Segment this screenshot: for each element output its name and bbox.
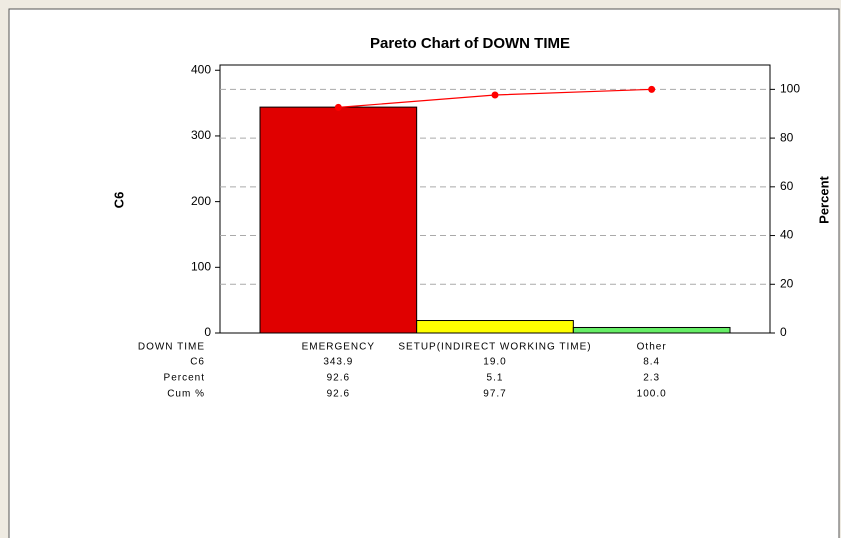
bar [572, 326, 731, 334]
y2-tick-label: 100 [780, 82, 800, 96]
table-row-label: Cum % [167, 389, 205, 400]
y-tick-label: 300 [191, 128, 211, 142]
y-tick-label: 400 [191, 62, 211, 76]
bar [259, 106, 418, 334]
y2-tick-label: 60 [780, 179, 794, 193]
category-label: Other [637, 342, 667, 353]
table-value: 19.0 [483, 357, 506, 368]
y2-tick-label: 20 [780, 276, 794, 290]
category-label: SETUP(INDIRECT WORKING TIME) [398, 342, 591, 353]
table-value: 92.6 [327, 389, 350, 400]
y2-tick-label: 80 [780, 130, 794, 144]
cumulative-point [648, 85, 656, 93]
bar [416, 320, 574, 334]
table-value: 2.3 [643, 373, 660, 384]
y-tick-label: 100 [191, 259, 211, 273]
table-value: 8.4 [643, 357, 660, 368]
chart-title: Pareto Chart of DOWN TIME [370, 35, 570, 52]
cumulative-point [491, 91, 499, 99]
table-value: 97.7 [483, 389, 506, 400]
category-label: EMERGENCY [302, 342, 375, 353]
y2-axis-label: Percent [816, 175, 831, 223]
y-tick-label: 0 [204, 325, 211, 339]
table-row-label: Percent [164, 373, 205, 384]
table-value: 343.9 [323, 357, 353, 368]
table-value: 92.6 [327, 373, 350, 384]
table-value: 5.1 [487, 373, 504, 384]
y-tick-label: 200 [191, 194, 211, 208]
y2-tick-label: 40 [780, 228, 794, 242]
y2-tick-label: 0 [780, 325, 787, 339]
table-row-label: C6 [190, 357, 205, 368]
table-value: 100.0 [637, 389, 667, 400]
table-row-label: DOWN TIME [138, 342, 205, 353]
y-axis-label: C6 [111, 192, 126, 209]
cumulative-point [334, 103, 342, 111]
